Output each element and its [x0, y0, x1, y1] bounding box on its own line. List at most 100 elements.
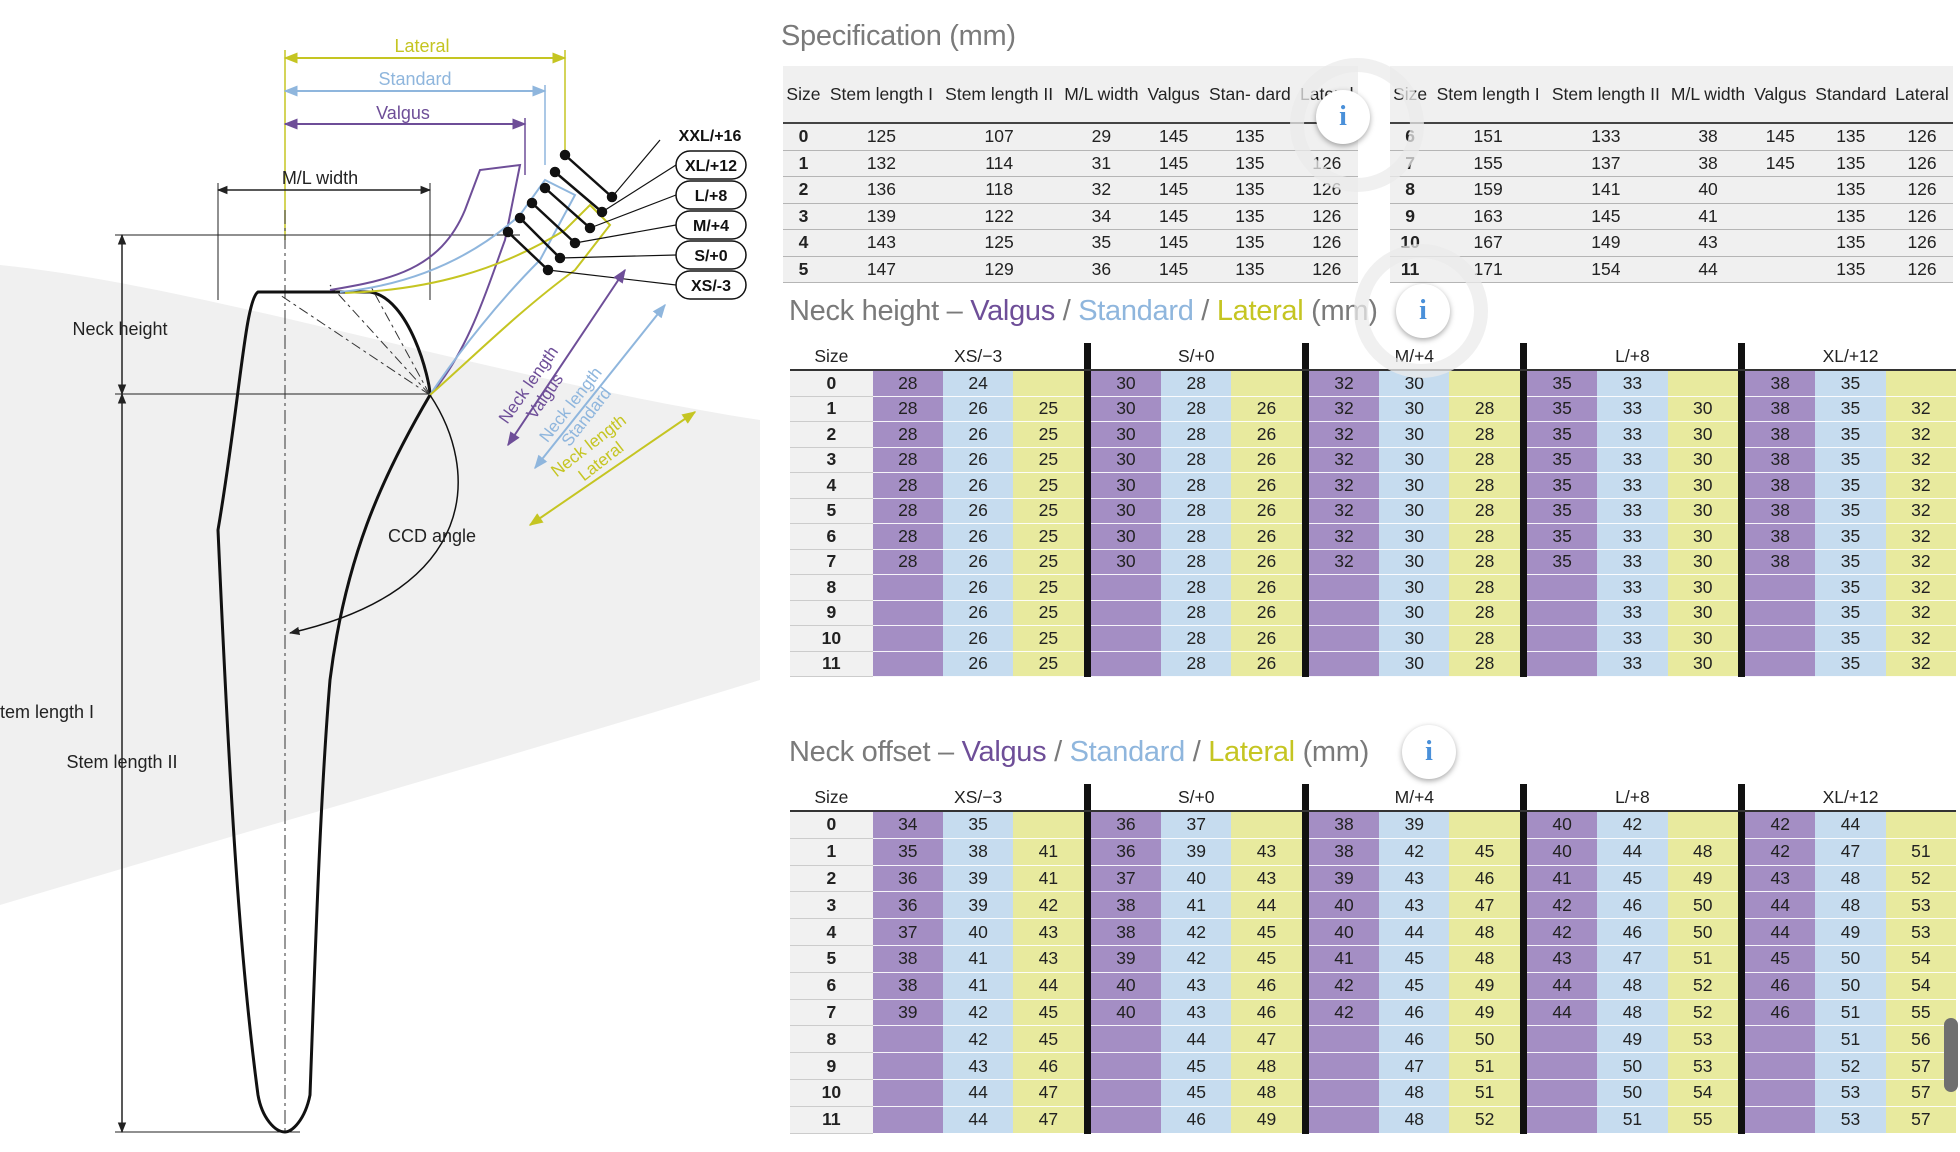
value-cell: 32: [1885, 523, 1956, 550]
value-cell: 39: [1379, 811, 1450, 839]
ml-width-label: M/L width: [282, 168, 358, 188]
spec-cell: 41: [1666, 203, 1751, 230]
value-cell: 41: [942, 972, 1014, 1000]
group-separator: [1519, 651, 1527, 677]
ml-width-dimension: M/L width: [216, 168, 432, 300]
spec-header: Valgus: [1750, 66, 1811, 124]
value-cell: 46: [1231, 972, 1302, 1000]
value-cell: 30: [1667, 447, 1738, 473]
spec-cell: 136: [823, 176, 939, 204]
value-cell: 38: [1090, 891, 1162, 920]
value-cell: 48: [1231, 1052, 1302, 1080]
value-cell: 28: [1161, 523, 1232, 550]
stem-outline: [216, 290, 432, 1134]
value-cell: 28: [1161, 447, 1232, 473]
neck-offset-table: Size XS/−3 S/+0 M/+4 L/+8 XL/+12 0 34 35 36 37 38 3…: [790, 784, 1956, 1134]
size-cell: 8: [790, 574, 873, 601]
value-cell: 35: [1815, 421, 1886, 448]
value-cell: 44: [1161, 1025, 1232, 1054]
value-cell: [1745, 651, 1816, 677]
spec-cell: 135: [1810, 256, 1892, 283]
value-cell: 26: [1231, 600, 1302, 626]
spec-row: 1 132 114 31 145 135 126 7 155 137 38 145 135 126: [783, 150, 1953, 177]
group-separator: [1301, 999, 1309, 1027]
value-cell: 26: [942, 600, 1014, 626]
group-separator: [1301, 396, 1309, 422]
spec-cell: 32: [1059, 176, 1144, 204]
value-cell: 51: [1597, 1106, 1668, 1134]
size-cell: 11: [790, 1106, 873, 1134]
spec-cell: 9: [1389, 203, 1431, 230]
group-separator: [1083, 784, 1091, 812]
value-cell: 41: [1527, 865, 1598, 893]
value-cell: 28: [1449, 498, 1520, 524]
spec-cell: 2: [783, 176, 824, 204]
value-cell: 48: [1815, 891, 1886, 920]
group-separator: [1083, 523, 1091, 550]
group-separator: [1737, 811, 1746, 839]
value-cell: 26: [942, 625, 1014, 652]
value-cell: [1090, 1106, 1162, 1134]
value-cell: 40: [942, 918, 1014, 946]
value-cell: 30: [1379, 549, 1450, 575]
group-separator: [1083, 396, 1091, 422]
value-cell: 28: [1449, 421, 1520, 448]
group-separator: [1737, 421, 1746, 448]
group-separator: [1737, 600, 1746, 626]
value-cell: [1745, 1106, 1816, 1134]
size-box-xl: XL/+12: [675, 150, 747, 180]
scrollbar-thumb[interactable]: [1944, 1018, 1958, 1092]
value-cell: 32: [1885, 421, 1956, 448]
neck-offset-info-button[interactable]: i: [1402, 725, 1456, 779]
group-separator: [1519, 891, 1527, 920]
value-cell: 38: [1745, 472, 1816, 499]
value-cell: 40: [1090, 972, 1162, 1000]
neck-height-info-button[interactable]: i: [1396, 284, 1450, 338]
group-separator: [1519, 945, 1527, 973]
value-cell: 30: [1667, 600, 1738, 626]
value-cell: 28: [872, 447, 943, 473]
value-cell: [1308, 1025, 1380, 1054]
value-cell: 30: [1090, 447, 1162, 473]
value-cell: 30: [1667, 523, 1738, 550]
value-cell: 25: [1013, 396, 1084, 422]
group-separator: [1083, 651, 1091, 677]
group-separator: [1737, 972, 1746, 1000]
value-cell: 25: [1013, 472, 1084, 499]
value-cell: [872, 574, 943, 601]
svg-text:XL/+12: XL/+12: [685, 158, 737, 175]
value-cell: [1745, 574, 1816, 601]
group-separator: [1737, 625, 1746, 652]
value-cell: 32: [1885, 549, 1956, 575]
spec-header: Stan- dard: [1203, 66, 1296, 124]
group-separator: [1301, 1079, 1309, 1107]
spec-cell: 0: [783, 123, 824, 151]
value-cell: 35: [1815, 574, 1886, 601]
group-separator: [1301, 811, 1309, 839]
value-cell: 49: [1449, 999, 1520, 1027]
group-separator: [1301, 343, 1309, 371]
group-separator: [1083, 865, 1091, 893]
spec-header: Stem length I: [823, 66, 939, 124]
spec-cell: 135: [1203, 256, 1296, 283]
value-cell: 30: [1379, 498, 1450, 524]
spec-cell: 139: [823, 203, 939, 230]
value-cell: [1667, 811, 1738, 839]
value-cell: 44: [1231, 891, 1302, 920]
size-box-s: S/+0: [675, 240, 747, 270]
value-cell: 43: [1161, 972, 1232, 1000]
group-separator: [1083, 574, 1091, 601]
value-cell: 30: [1090, 370, 1162, 397]
group-separator: [1083, 999, 1091, 1027]
value-cell: 44: [1597, 838, 1668, 866]
value-cell: 26: [942, 523, 1014, 550]
table-row: 10 44 47 45 48 48 51 50 54 53 57: [790, 1079, 1956, 1107]
group-separator: [1519, 918, 1527, 946]
value-cell: 38: [1745, 370, 1816, 397]
value-cell: 50: [1597, 1079, 1668, 1107]
spec-info-button[interactable]: i: [1316, 90, 1370, 144]
value-cell: 48: [1667, 838, 1738, 866]
spec-cell: 145: [1143, 176, 1204, 204]
value-cell: 52: [1667, 999, 1738, 1027]
group-separator: [1519, 838, 1527, 866]
